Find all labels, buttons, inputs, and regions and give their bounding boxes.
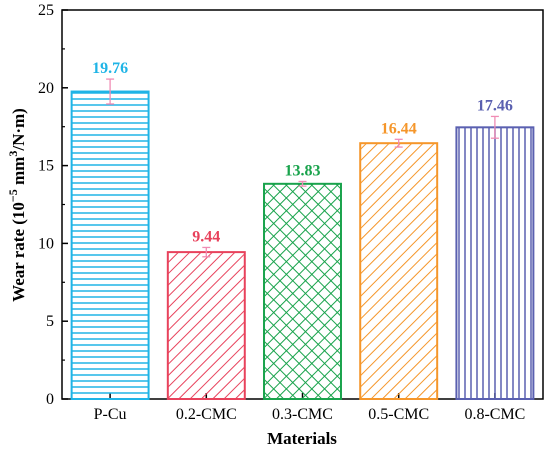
x-tick-label: 0.5-CMC <box>368 406 429 423</box>
error-bar-0.3-cmc <box>298 180 307 187</box>
value-label-0.8-cmc: 17.46 <box>477 97 513 114</box>
y-axis-title-mid: mm <box>9 157 28 190</box>
x-tick-label: P-Cu <box>94 406 127 423</box>
y-axis-title-exp2: 3 <box>6 151 20 157</box>
y-axis-title-exp1: −5 <box>6 189 20 202</box>
bar-0.8-cmc <box>455 126 535 401</box>
value-labels-group: 19.76 9.44 13.83 16.44 17.46 <box>92 60 513 245</box>
y-tick-label: 0 <box>46 391 54 408</box>
x-axis-title: Materials <box>267 429 337 448</box>
x-tick-label: 0.2-CMC <box>176 406 237 423</box>
error-bar-p-cu <box>106 78 115 105</box>
bar-0.3-cmc <box>263 182 342 400</box>
y-tick-label: 10 <box>38 235 54 252</box>
bars-group <box>70 90 535 401</box>
x-tick-label: 0.8-CMC <box>464 406 525 423</box>
value-label-0.3-cmc: 13.83 <box>285 162 321 179</box>
y-axis-title-suffix: /N·m) <box>9 108 28 152</box>
y-tick-label: 15 <box>38 158 54 175</box>
y-axis-ticks: 0 5 10 15 20 25 <box>38 2 68 408</box>
error-bars-group <box>106 78 499 258</box>
error-bar-0.8-cmc <box>490 115 499 139</box>
bar-0.2-cmc <box>166 251 246 400</box>
y-axis-title-prefix: Wear rate (10 <box>9 202 28 302</box>
value-label-0.2-cmc: 9.44 <box>192 228 220 245</box>
x-tick-label: 0.3-CMC <box>272 406 333 423</box>
y-tick-label: 5 <box>46 313 54 330</box>
y-tick-label: 20 <box>38 80 54 97</box>
y-axis-title: Wear rate (10−5 mm3/N·m) <box>6 108 28 302</box>
bar-0.5-cmc <box>359 142 439 400</box>
value-label-p-cu: 19.76 <box>92 60 128 77</box>
x-axis-ticks: P-Cu 0.2-CMC 0.3-CMC 0.5-CMC 0.8-CMC <box>94 393 525 423</box>
value-label-0.5-cmc: 16.44 <box>381 120 417 137</box>
error-bar-0.5-cmc <box>394 138 403 148</box>
error-bar-0.2-cmc <box>202 246 211 258</box>
bar-p-cu <box>70 90 150 401</box>
y-tick-label: 25 <box>38 2 54 19</box>
